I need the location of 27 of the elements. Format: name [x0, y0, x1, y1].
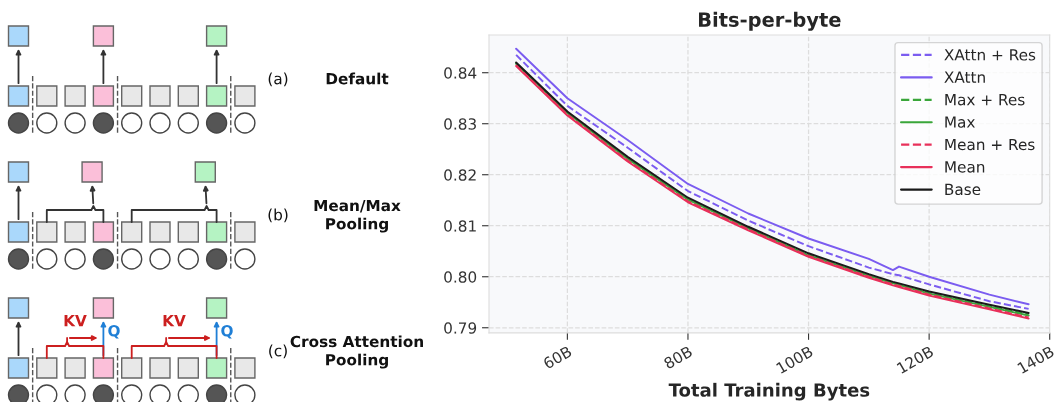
x-tick-label: 80B [663, 345, 693, 370]
y-tick-label: 0.79 [444, 322, 477, 334]
x-axis-title: Total Training Bytes [668, 382, 870, 401]
y-tick-label: 0.84 [444, 67, 477, 79]
legend-label: Base [945, 183, 981, 196]
legend-label: Max + Res [945, 94, 1025, 106]
y-tick-label: 0.83 [444, 118, 476, 130]
legend-label: XAttn + Res [944, 49, 1036, 61]
y-tick-label: 0.80 [444, 271, 477, 283]
chart-title: Bits-per-byte [699, 11, 841, 31]
x-tick-label: 60B [542, 345, 573, 370]
legend-label: XAttn [944, 71, 985, 83]
y-tick-label: 0.82 [444, 169, 476, 181]
text: (c) [269, 344, 287, 359]
text: Cross Attention Pooling [290, 335, 423, 369]
text: KV [163, 315, 186, 327]
legend-label: Mean [945, 161, 985, 173]
legend-label: Mean + Res [945, 138, 1035, 151]
text: Q [108, 324, 120, 339]
text: (a) [268, 72, 288, 87]
text: Q [221, 324, 233, 339]
text: Default [326, 72, 389, 85]
legend-label: Max [945, 116, 975, 128]
text: Mean/Max Pooling [314, 199, 401, 233]
text: KV [64, 315, 87, 327]
text: (b) [268, 208, 288, 223]
y-tick-label: 0.81 [444, 220, 476, 232]
